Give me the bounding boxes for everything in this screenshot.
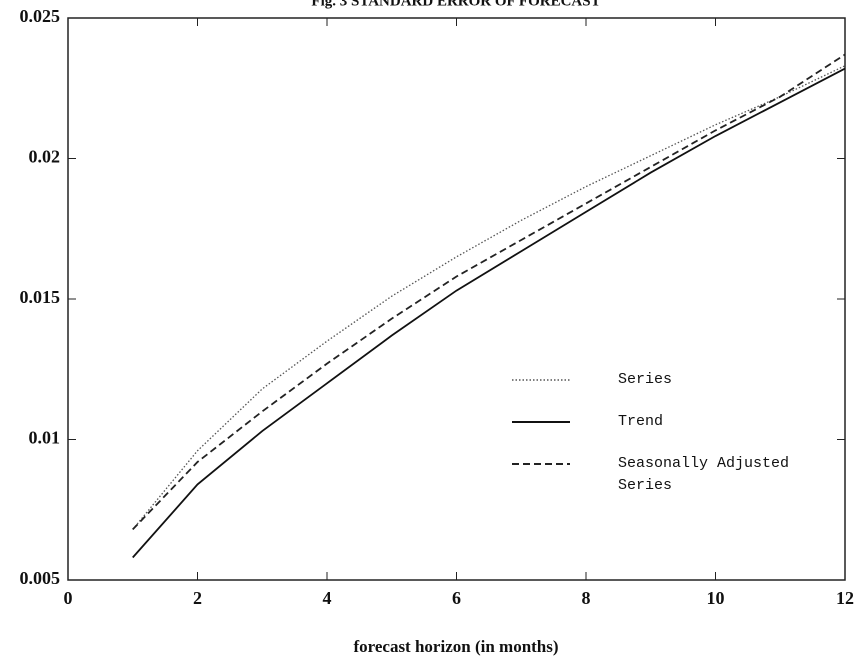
x-tick-label: 4 [323, 588, 332, 608]
y-tick-label: 0.02 [29, 147, 61, 167]
series-line [132, 67, 846, 559]
y-tick-label: 0.01 [29, 428, 61, 448]
x-tick-label: 2 [193, 588, 202, 608]
chart-title: Fig. 3 STANDARD ERROR OF FORECAST [311, 0, 600, 9]
x-tick-label: 12 [836, 588, 854, 608]
x-tick-label: 10 [707, 588, 725, 608]
x-tick-label: 8 [582, 588, 591, 608]
series-line [132, 53, 846, 531]
y-tick-label: 0.015 [20, 287, 61, 307]
x-axis-label: forecast horizon (in months) [353, 637, 558, 656]
x-tick-label: 6 [452, 588, 461, 608]
legend-label: Seasonally Adjusted Series [618, 455, 790, 494]
series-line [132, 65, 846, 530]
legend-label: Series [618, 371, 673, 388]
y-tick-label: 0.005 [20, 568, 61, 588]
legend-label: Trend [618, 413, 664, 430]
y-tick-label: 0.025 [20, 6, 61, 26]
x-tick-label: 0 [64, 588, 73, 608]
